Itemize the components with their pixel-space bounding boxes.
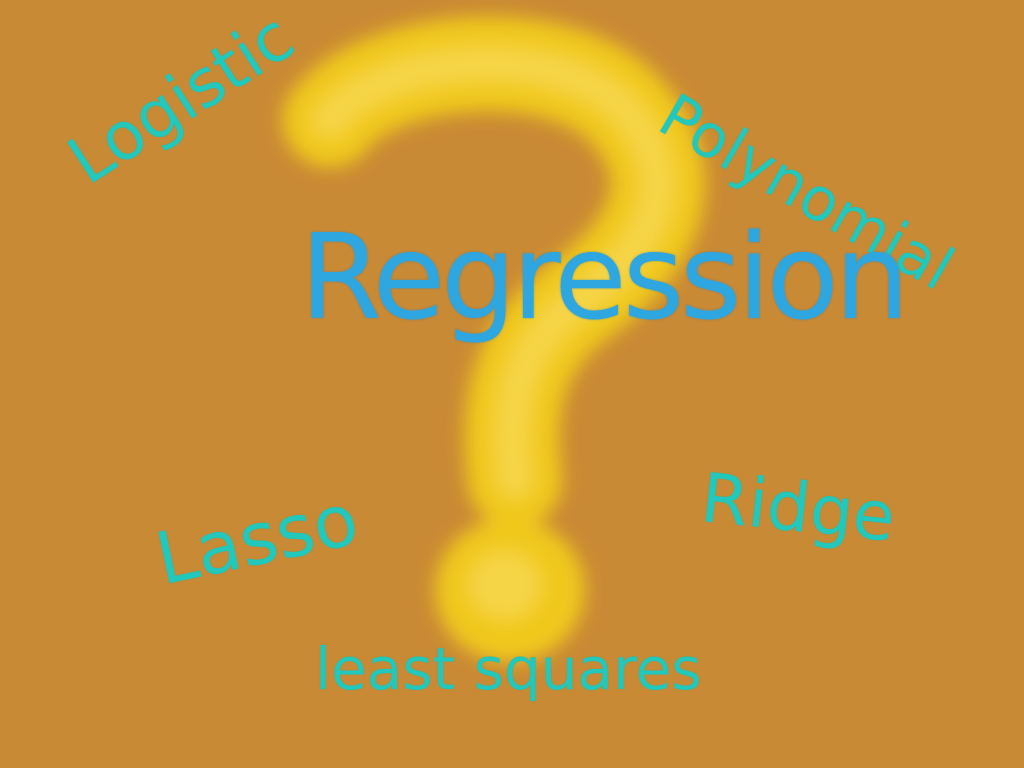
center-word-regression: Regression bbox=[300, 208, 909, 346]
term-ridge: Ridge bbox=[697, 459, 899, 558]
term-least-squares: least squares bbox=[315, 635, 702, 703]
